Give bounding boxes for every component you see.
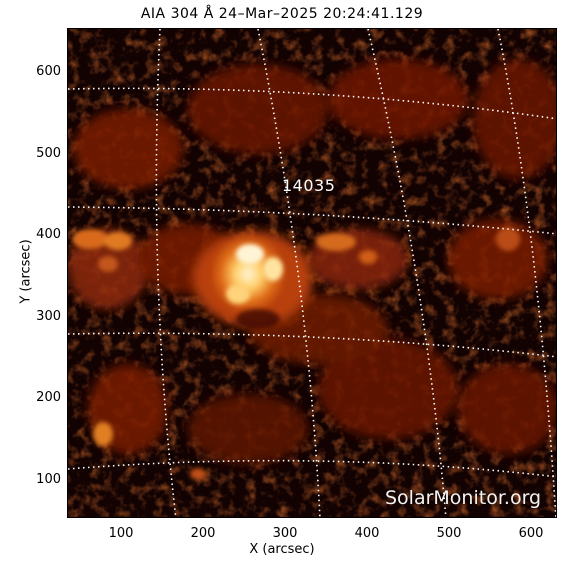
x-tick-label: 300: [272, 526, 298, 541]
image-title: AIA 304 Å 24–Mar–2025 20:24:41.129: [140, 6, 424, 22]
y-tick-label: 300: [36, 309, 61, 324]
y-tick-label: 200: [36, 390, 61, 405]
solar-image-panel: [67, 28, 557, 518]
solar-image: [68, 29, 556, 517]
y-axis-title: Y (arcsec): [18, 239, 34, 304]
heliographic-grid: [68, 29, 556, 517]
y-tick-label: 400: [36, 227, 61, 242]
x-tick-label: 200: [190, 526, 216, 541]
watermark-text: SolarMonitor.org: [385, 487, 542, 509]
x-axis-title: X (arcsec): [249, 542, 315, 557]
x-tick-label: 500: [436, 526, 462, 541]
y-tick-label: 500: [36, 146, 61, 161]
x-tick-label: 600: [518, 526, 544, 541]
bright-patches: [72, 227, 520, 480]
plasma-regions: [68, 59, 556, 464]
y-tick-label: 600: [36, 64, 61, 79]
x-tick-label: 100: [108, 526, 134, 541]
x-tick-label: 400: [354, 526, 380, 541]
active-region-label: 14035: [282, 176, 336, 195]
active-region-core: [193, 231, 313, 329]
y-tick-label: 100: [36, 472, 61, 487]
